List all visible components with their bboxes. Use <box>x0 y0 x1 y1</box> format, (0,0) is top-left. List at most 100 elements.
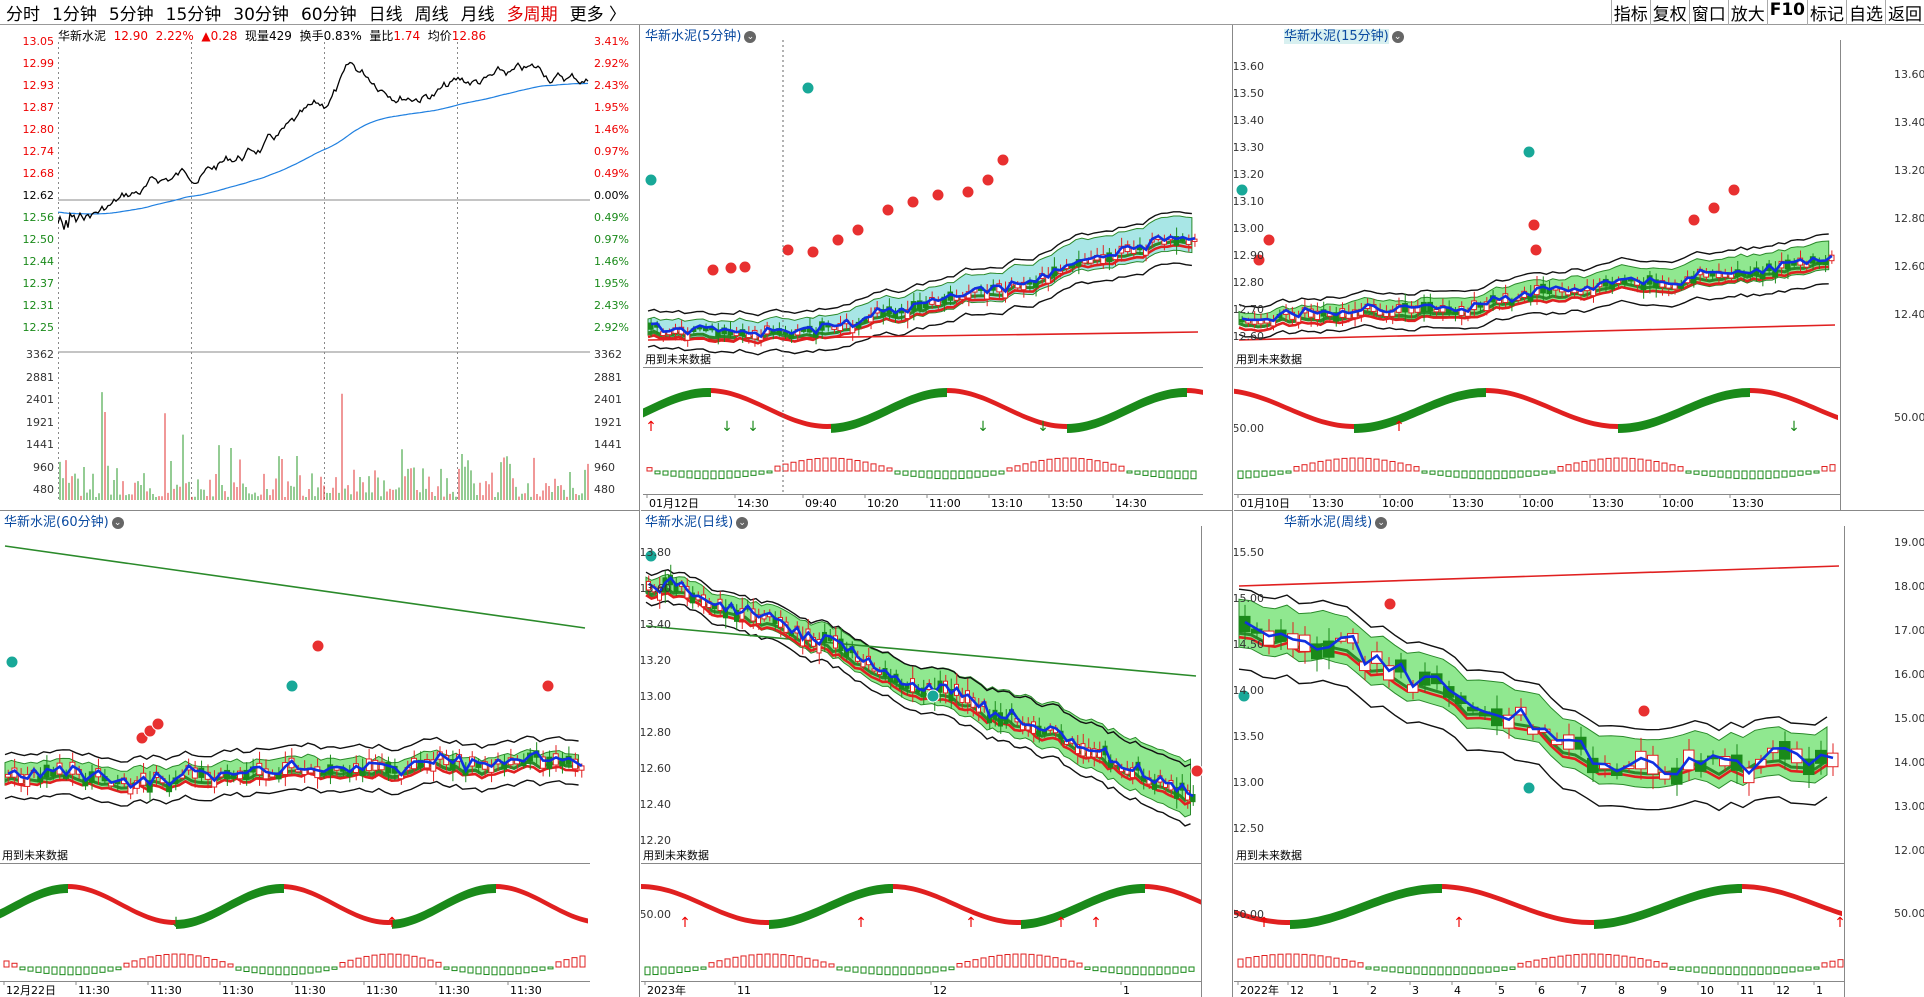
price-tick: 13.20 <box>641 654 671 667</box>
indicator-wave <box>1023 413 1027 421</box>
window-button[interactable]: 窗口 <box>1688 0 1728 25</box>
indicator-bar <box>644 966 651 976</box>
back-button[interactable]: 返回 <box>1885 0 1924 25</box>
indicator-wave <box>1470 887 1474 894</box>
more-menu[interactable]: 更多 〉 <box>564 0 632 25</box>
price-tick: 13.05 <box>22 35 55 48</box>
indicator-bar <box>35 966 42 973</box>
indicator-wave <box>703 388 707 398</box>
xaxis-label: 12 <box>1776 984 1790 997</box>
indicator-wave <box>1045 914 1049 926</box>
indicator-wave <box>460 891 464 902</box>
indicator-wave <box>396 918 400 929</box>
panel-60min-title[interactable]: 华新水泥(60分钟) ⌄ <box>4 511 124 530</box>
indicator-bar <box>1773 966 1780 974</box>
indicator-bar <box>908 966 915 975</box>
chevron-down-icon[interactable]: ⌄ <box>736 517 749 529</box>
indicator-wave <box>1510 390 1514 397</box>
indicator-bar <box>1086 458 1093 472</box>
indicator-bar <box>291 966 298 976</box>
indicator-wave <box>1442 395 1446 406</box>
watchlist-button[interactable]: 自选 <box>1846 0 1885 25</box>
indicator-wave <box>1141 884 1145 894</box>
tab-multi-period[interactable]: 多周期 <box>506 4 558 25</box>
indicator-wave <box>1161 885 1165 892</box>
indicator-bar <box>483 966 490 975</box>
indicator-wave <box>1498 388 1502 395</box>
indicator-bar <box>1469 470 1476 479</box>
tab-15min[interactable]: 15分钟 <box>165 4 222 25</box>
indicator-wave <box>1165 886 1169 893</box>
indicator-bar <box>19 966 26 971</box>
tab-5min[interactable]: 5分钟 <box>108 4 154 25</box>
panel-15min-title[interactable]: 华新水泥(15分钟) ⌄ <box>1284 25 1404 44</box>
price-line <box>58 61 589 230</box>
indicator-wave <box>1346 423 1350 429</box>
indicator-wave <box>1690 401 1694 413</box>
tab-timeshare[interactable]: 分时 <box>6 4 40 25</box>
indicator-wave <box>532 893 536 901</box>
indicator-wave <box>432 905 436 917</box>
indicator-bar <box>756 953 763 968</box>
indicator-wave <box>1454 884 1458 891</box>
indicator-wave <box>1826 905 1830 913</box>
indicator-bar <box>1309 954 1316 968</box>
indicator-wave <box>1027 415 1031 422</box>
indicator-wave <box>248 890 252 902</box>
indicator-wave <box>168 919 172 925</box>
candle <box>1057 270 1064 274</box>
indicator-wave <box>1081 900 1085 911</box>
chevron-down-icon[interactable]: ⌄ <box>1391 31 1404 43</box>
indicator-wave <box>520 888 524 896</box>
indicator-bar <box>1325 459 1332 472</box>
indicator-bar <box>1781 470 1788 478</box>
indicator-wave <box>348 908 352 916</box>
indicator-wave <box>983 395 987 403</box>
panel-weekly-title[interactable]: 华新水泥(周线) ⌄ <box>1284 511 1388 530</box>
tab-30min[interactable]: 30分钟 <box>233 4 289 25</box>
indicator-wave <box>1570 918 1574 924</box>
price-tick: 13.60 <box>1894 68 1924 81</box>
indicator-wave <box>1410 408 1414 420</box>
indicator-wave <box>1314 916 1318 927</box>
indicator-wave <box>1025 919 1029 929</box>
chevron-down-icon[interactable]: ⌄ <box>744 31 757 43</box>
indicator-button[interactable]: 指标 <box>1610 0 1650 25</box>
candle <box>1174 787 1179 799</box>
indicator-wave <box>1238 389 1242 396</box>
indicator-wave <box>1250 391 1254 399</box>
indicator-bar <box>347 959 354 968</box>
zoom-button[interactable]: 放大 <box>1727 0 1767 25</box>
arrow-icon: ↓ <box>721 419 733 435</box>
indicator-bar <box>836 966 843 971</box>
f10-button[interactable]: F10 <box>1766 0 1807 25</box>
candle <box>984 289 990 300</box>
indicator-bar <box>179 953 186 968</box>
indicator-bar <box>902 470 909 476</box>
indicator-wave <box>1670 898 1674 910</box>
panel-5min-title[interactable]: 华新水泥(5分钟) ⌄ <box>645 25 757 44</box>
tab-60min[interactable]: 60分钟 <box>300 4 357 25</box>
envelope-line <box>1238 233 1829 309</box>
indicator-wave <box>755 400 759 407</box>
vol-tick: 2401 <box>26 393 54 406</box>
tab-1min[interactable]: 1分钟 <box>52 4 97 25</box>
mark-button[interactable]: 标记 <box>1807 0 1846 25</box>
indicator-bar <box>1381 966 1388 972</box>
chevron-down-icon[interactable]: ⌄ <box>1375 517 1388 529</box>
panel-daily-title[interactable]: 华新水泥(日线) ⌄ <box>645 511 749 530</box>
indicator-bar <box>1549 956 1556 968</box>
xaxis-label: 11 <box>1740 984 1754 997</box>
indicator-wave <box>96 889 100 897</box>
tab-weekly[interactable]: 周线 <box>414 4 449 25</box>
indicator-bar <box>662 470 669 476</box>
adjust-button[interactable]: 复权 <box>1649 0 1689 25</box>
indicator-bar <box>115 966 122 971</box>
tab-daily[interactable]: 日线 <box>368 4 403 25</box>
indicator-wave <box>1746 388 1750 398</box>
indicator-bar <box>1269 954 1276 968</box>
chevron-down-icon[interactable]: ⌄ <box>111 517 124 529</box>
tab-monthly[interactable]: 月线 <box>460 4 495 25</box>
indicator-bar <box>1653 961 1660 968</box>
indicator-bar <box>1301 464 1308 472</box>
